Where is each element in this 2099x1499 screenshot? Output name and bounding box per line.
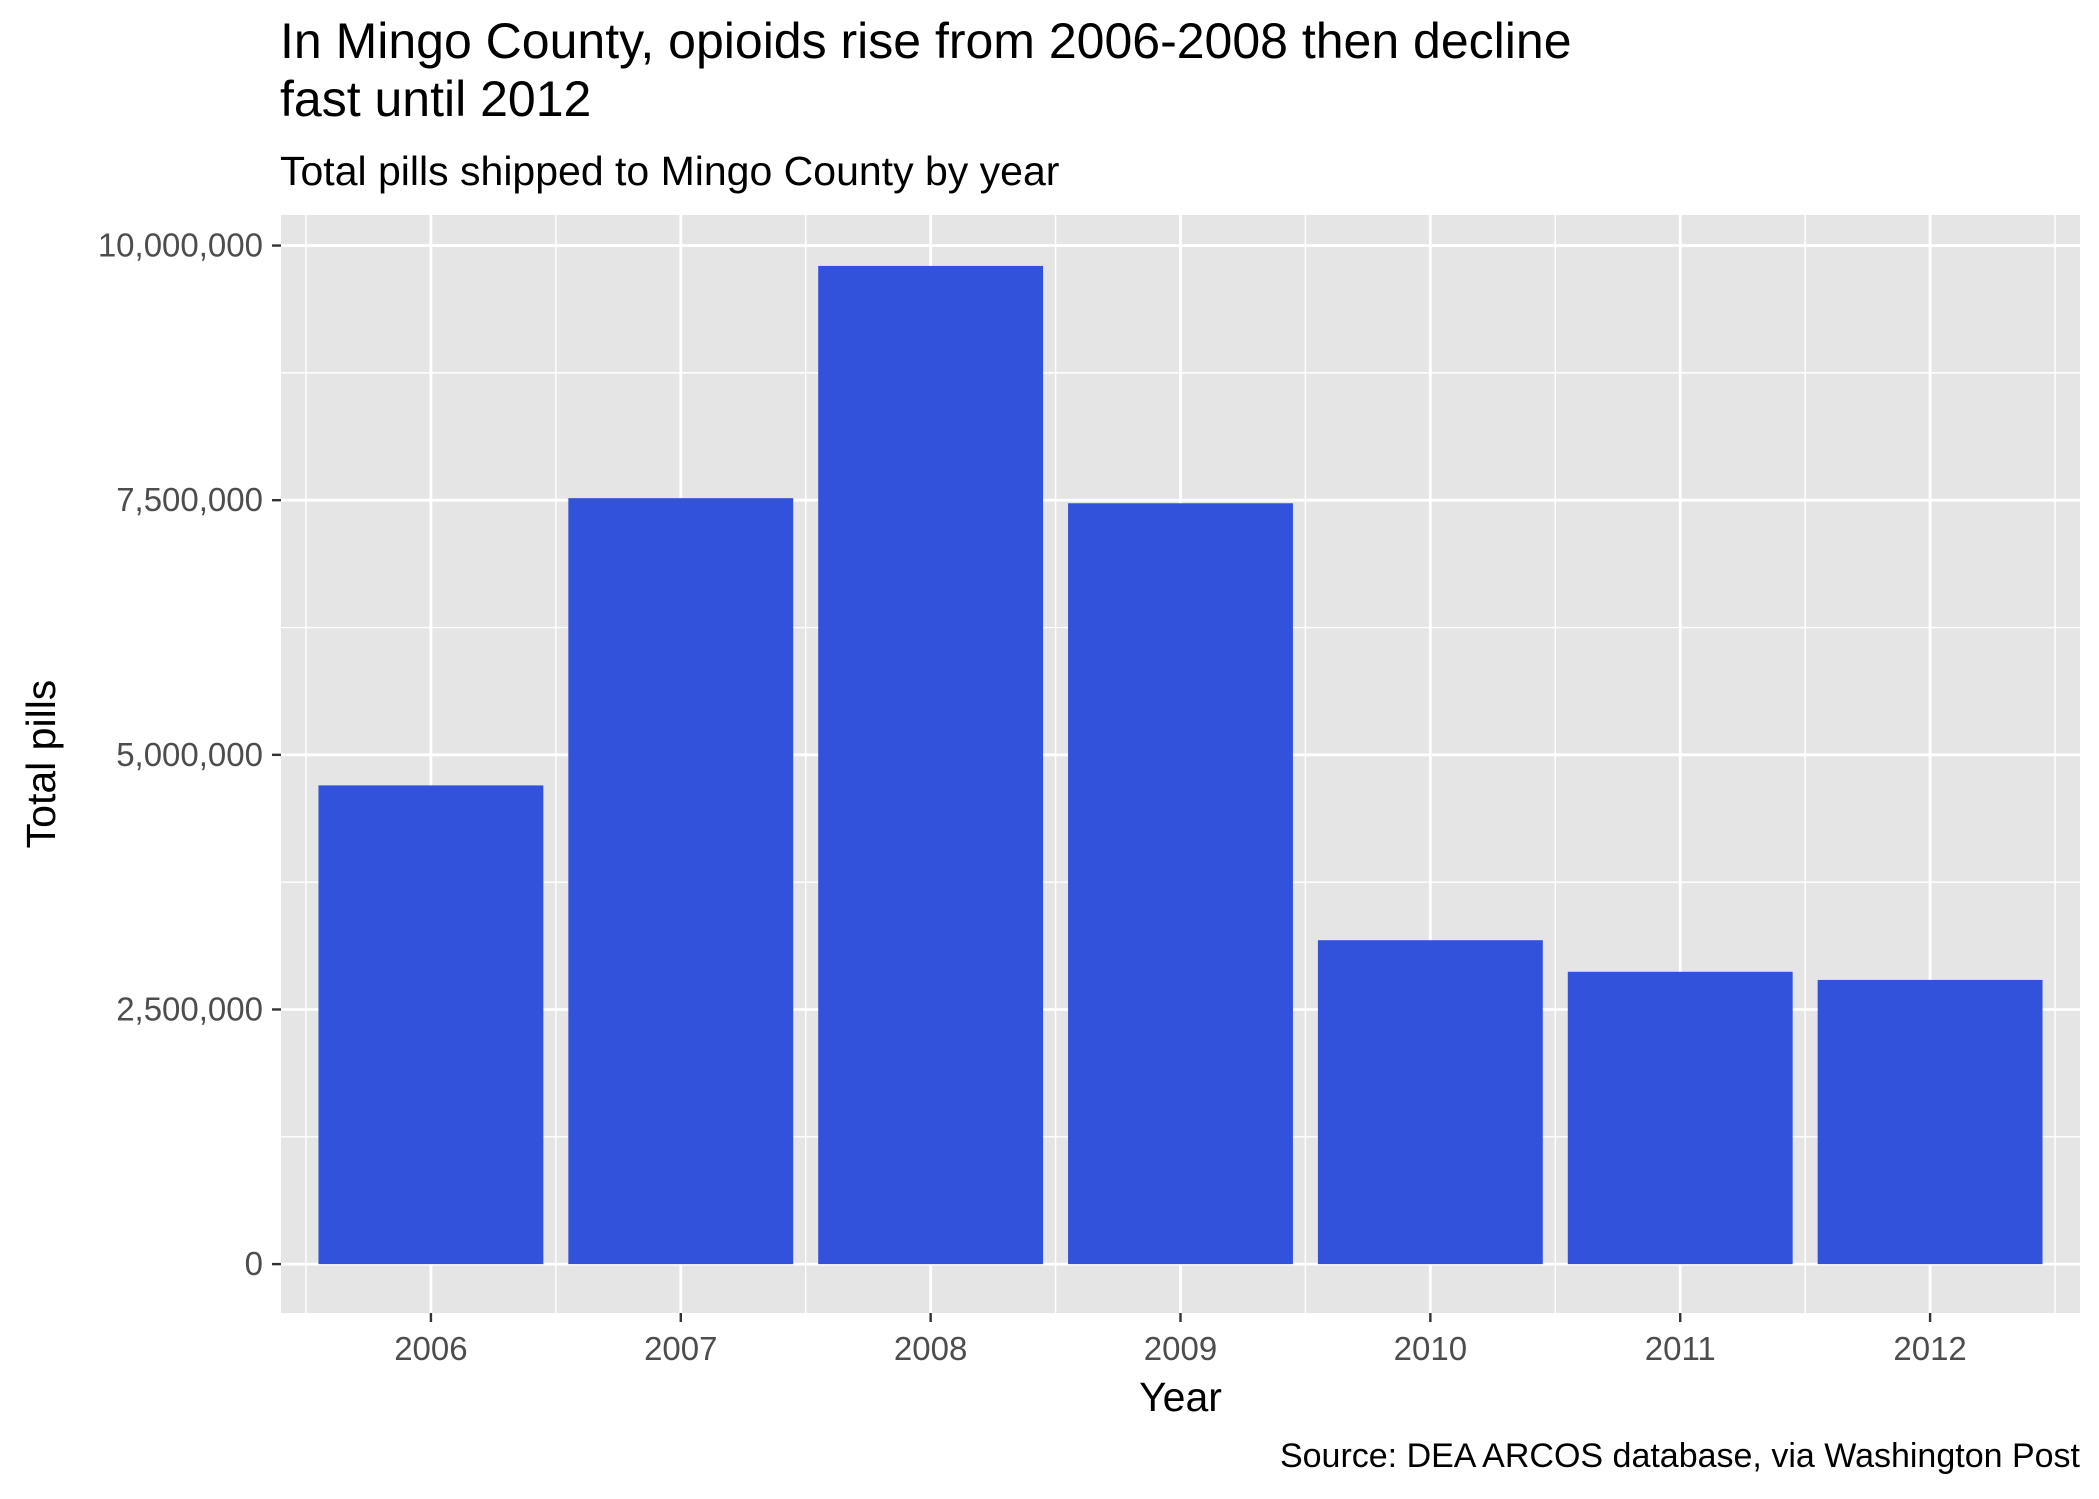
x-tick-label: 2011 — [1645, 1330, 1716, 1367]
x-tick-label: 2012 — [1893, 1330, 1966, 1367]
x-tick-label: 2010 — [1394, 1330, 1467, 1367]
chart-subtitle: Total pills shipped to Mingo County by y… — [280, 148, 1060, 194]
x-tick-label: 2007 — [644, 1330, 717, 1367]
y-tick-label: 10,000,000 — [98, 227, 263, 264]
y-tick-label: 5,000,000 — [116, 736, 263, 773]
y-tick-label: 7,500,000 — [116, 481, 263, 518]
chart-caption: Source: DEA ARCOS database, via Washingt… — [1279, 1437, 2080, 1475]
bars — [318, 265, 2043, 1265]
chart-title: In Mingo County, opioids rise from 2006-… — [280, 12, 1880, 128]
chart-title-line-1: In Mingo County, opioids rise from 2006-… — [280, 13, 1572, 69]
bar-2009 — [1068, 503, 1293, 1265]
x-axis: 2006 2007 2008 2009 2010 2011 2012 — [394, 1313, 1967, 1367]
bar-2011 — [1567, 971, 1793, 1265]
x-tick-label: 2009 — [1144, 1330, 1217, 1367]
y-axis-title: Total pills — [18, 680, 64, 849]
y-tick-label: 2,500,000 — [116, 990, 263, 1027]
x-tick-label: 2008 — [894, 1330, 967, 1367]
chart-title-line-2: fast until 2012 — [280, 71, 592, 127]
bar-2006 — [318, 785, 544, 1265]
bar-2010 — [1317, 940, 1543, 1265]
bar-2012 — [1817, 979, 2043, 1265]
bar-2008 — [818, 265, 1044, 1265]
x-tick-label: 2006 — [394, 1330, 467, 1367]
y-tick-label: 0 — [245, 1245, 263, 1282]
y-axis: 0 2,500,000 5,000,000 7,500,000 10,000,000 — [98, 227, 281, 1282]
bar-2007 — [568, 498, 794, 1265]
x-axis-title: Year — [1139, 1374, 1222, 1420]
